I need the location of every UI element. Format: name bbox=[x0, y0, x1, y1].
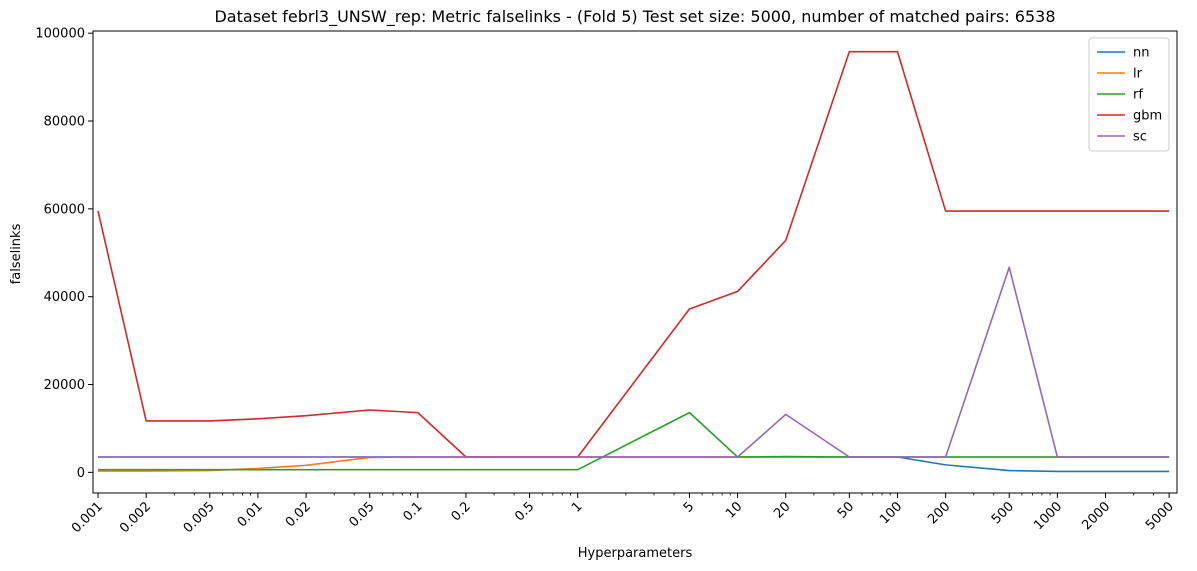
plot-area bbox=[92, 30, 1178, 494]
plot-frame bbox=[92, 30, 1178, 494]
x-tick-label: 0.5 bbox=[512, 499, 537, 524]
x-tick-label: 0.002 bbox=[117, 499, 154, 536]
x-tick-label: 2000 bbox=[1079, 499, 1113, 533]
x-tick-label: 0.2 bbox=[449, 499, 474, 524]
x-tick-label: 200 bbox=[925, 499, 953, 527]
x-axis: 0.001 0.002 0.005 0.01 0.02 0.05 0.1 0.2 0.5 1 5 10… bbox=[69, 493, 1177, 536]
legend-label-nn: nn bbox=[1133, 46, 1149, 61]
x-axis-label: Hyperparameters bbox=[578, 546, 693, 561]
legend-label-sc: sc bbox=[1133, 130, 1147, 145]
x-tick-label: 5 bbox=[681, 499, 697, 515]
legend: nn lr rf gbm sc bbox=[1088, 37, 1170, 152]
y-axis-label: falselinks bbox=[9, 223, 24, 284]
series-line-sc bbox=[98, 266, 1170, 458]
y-tick-label: 60000 bbox=[44, 202, 85, 217]
legend-label-rf: rf bbox=[1133, 88, 1143, 103]
y-tick-label: 100000 bbox=[35, 27, 85, 42]
y-tick-label: 40000 bbox=[44, 290, 85, 305]
x-tick-label: 0.001 bbox=[69, 499, 106, 536]
x-tick-label: 1 bbox=[569, 499, 585, 515]
x-tick-label: 0.02 bbox=[283, 499, 314, 530]
legend-label-gbm: gbm bbox=[1133, 109, 1162, 124]
y-axis: 0 20000 40000 60000 80000 100000 bbox=[35, 27, 93, 481]
x-tick-label: 0.05 bbox=[346, 499, 377, 530]
legend-label-lr: lr bbox=[1133, 67, 1143, 82]
x-tick-label: 20 bbox=[771, 499, 793, 521]
series-line-rf bbox=[98, 411, 1170, 471]
x-tick-label: 1000 bbox=[1031, 499, 1065, 533]
series-line-gbm bbox=[97, 50, 1170, 458]
x-tick-label: 500 bbox=[989, 499, 1017, 527]
y-tick-label: 20000 bbox=[44, 378, 85, 393]
x-tick-label: 0.1 bbox=[400, 499, 425, 524]
x-tick-label: 0.01 bbox=[235, 499, 266, 530]
y-tick-label: 0 bbox=[77, 466, 85, 481]
x-tick-label: 0.005 bbox=[181, 499, 218, 536]
series-group bbox=[97, 50, 1170, 473]
legend-box bbox=[1088, 37, 1170, 152]
x-tick-label: 10 bbox=[723, 499, 745, 521]
x-tick-label: 50 bbox=[835, 499, 857, 521]
y-tick-label: 80000 bbox=[44, 115, 85, 130]
chart-title: Dataset febrl3_UNSW_rep: Metric falselin… bbox=[214, 7, 1055, 27]
x-tick-label: 5000 bbox=[1143, 499, 1177, 533]
x-tick-label: 100 bbox=[877, 499, 905, 527]
